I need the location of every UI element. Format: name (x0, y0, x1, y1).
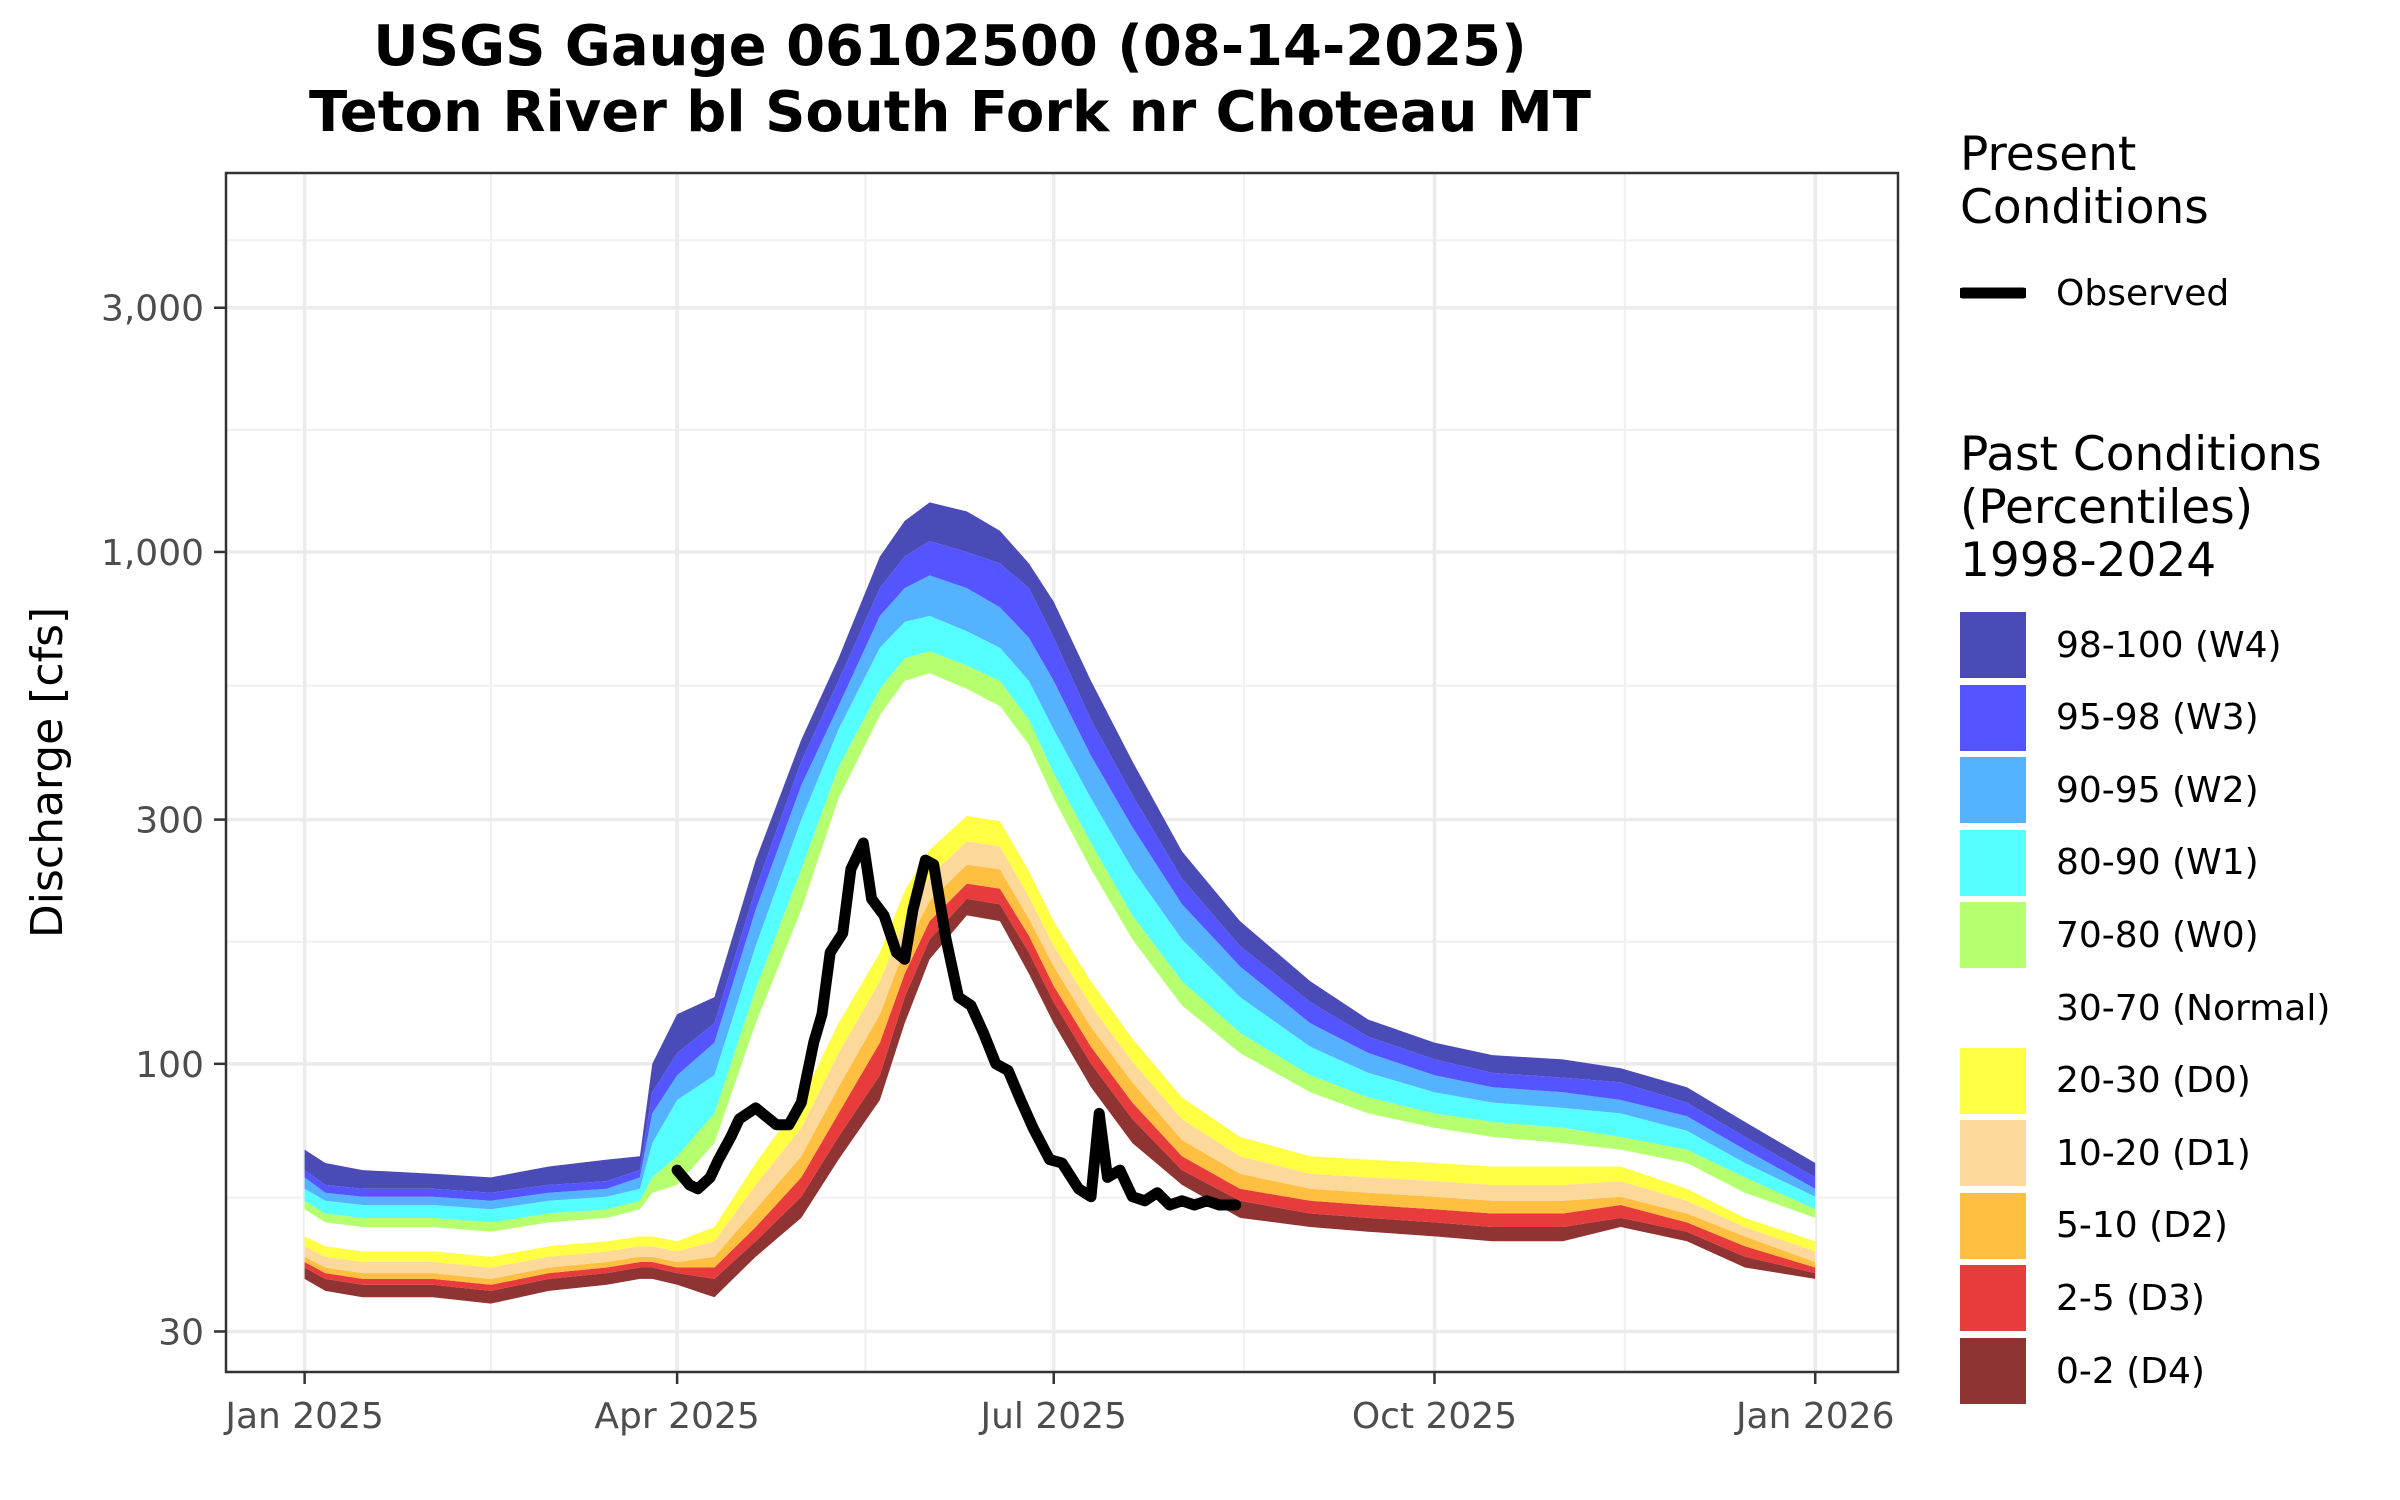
x-tick-label: Jul 2025 (978, 1396, 1127, 1437)
legend-swatch (1960, 684, 2026, 751)
legend-observed-item: Observed (1960, 260, 2229, 326)
legend-swatch (1960, 612, 2026, 678)
legend-item-label: 5-10 (D2) (2056, 1205, 2228, 1247)
legend-item-label: 90-95 (W2) (2056, 769, 2259, 811)
plot-border (224, 171, 1900, 1374)
legend-item: 90-95 (W2) (1960, 757, 2259, 824)
legend-item: 98-100 (W4) (1960, 612, 2282, 678)
legend-swatch (1960, 1338, 2026, 1404)
legend-item: 95-98 (W3) (1960, 684, 2259, 751)
legend-item-label: 2-5 (D3) (2056, 1277, 2205, 1319)
legend-observed-label: Observed (2056, 272, 2230, 314)
percentile-band (304, 575, 1816, 1210)
legend-swatch (1960, 1120, 2026, 1187)
legend-item-label: 95-98 (W3) (2056, 697, 2259, 739)
legend-swatch (1960, 902, 2026, 969)
legend-present-title: Present Conditions (1960, 127, 2209, 235)
x-tick-label: Jan 2026 (1734, 1396, 1895, 1437)
y-axis-title: Discharge [cfs] (22, 607, 73, 938)
percentile-band (304, 541, 1816, 1201)
legend-swatch (1960, 757, 2026, 824)
legend-item: 70-80 (W0) (1960, 902, 2259, 969)
y-tick-label: 1,000 (101, 533, 204, 574)
legend-swatch (1960, 1192, 2026, 1259)
legend-swatch (1960, 1265, 2026, 1332)
chart-title-line-1: USGS Gauge 06102500 (08-14-2025) (373, 14, 1527, 79)
legend-swatch (1960, 829, 2026, 896)
legend-item: 30-70 (Normal) (1960, 975, 2330, 1041)
legend-past-title: Past Conditions (Percentiles) 1998-2024 (1960, 427, 2322, 588)
legend-item-label: 80-90 (W1) (2056, 842, 2259, 884)
observed-line-swatch (1960, 287, 2026, 299)
y-tick-label: 300 (135, 801, 204, 842)
legend-item: 80-90 (W1) (1960, 829, 2259, 896)
legend-item: 2-5 (D3) (1960, 1265, 2205, 1332)
legend-item: 0-2 (D4) (1960, 1338, 2205, 1404)
x-tick-label: Oct 2025 (1352, 1396, 1517, 1437)
observed-line (671, 837, 1242, 1211)
legend-item: 5-10 (D2) (1960, 1192, 2228, 1259)
y-tick-label: 30 (158, 1312, 204, 1353)
y-tick-label: 3,000 (101, 289, 204, 330)
y-tick-label: 100 (135, 1045, 204, 1086)
legend-item-label: 0-2 (D4) (2056, 1350, 2205, 1392)
legend-item: 20-30 (D0) (1960, 1047, 2251, 1114)
legend-swatch (1960, 975, 2026, 1041)
legend-item-label: 10-20 (D1) (2056, 1132, 2251, 1174)
legend-item-label: 98-100 (W4) (2056, 624, 2282, 666)
x-tick-label: Jan 2025 (223, 1396, 384, 1437)
x-tick-label: Apr 2025 (594, 1396, 759, 1437)
legend-item-label: 30-70 (Normal) (2056, 987, 2331, 1029)
chart-title-line-2: Teton River bl South Fork nr Choteau MT (309, 80, 1591, 145)
legend-item-label: 20-30 (D0) (2056, 1060, 2251, 1102)
legend-item: 10-20 (D1) (1960, 1120, 2251, 1187)
legend-item-label: 70-80 (W0) (2056, 914, 2259, 956)
legend-swatch (1960, 1047, 2026, 1114)
percentile-band (304, 502, 1816, 1193)
